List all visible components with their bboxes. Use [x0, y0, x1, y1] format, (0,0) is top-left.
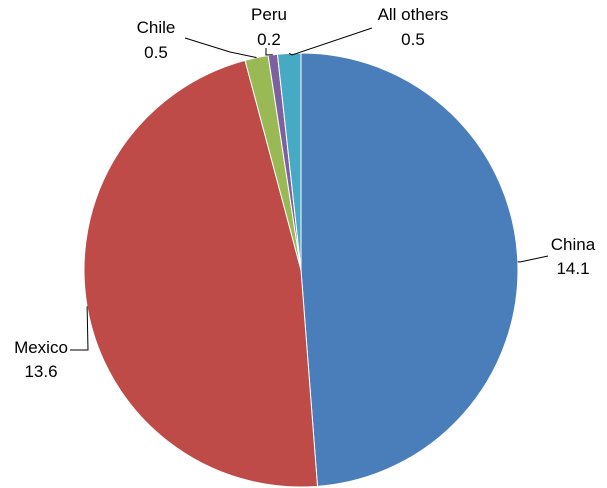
- label-all-others-name: All others: [378, 5, 449, 24]
- label-china-name: China: [551, 235, 596, 254]
- leader-line-mexico: [70, 306, 89, 351]
- label-chile-value: 0.5: [144, 43, 168, 62]
- label-chile-name: Chile: [137, 18, 176, 37]
- label-mexico-value: 13.6: [24, 362, 57, 381]
- label-mexico-name: Mexico: [14, 338, 68, 357]
- label-all-others-value: 0.5: [401, 30, 425, 49]
- slice-mexico: [83, 59, 319, 488]
- label-peru-value: 0.2: [257, 30, 281, 49]
- leader-lines: [70, 27, 549, 351]
- leader-line-chile: [184, 37, 257, 59]
- pie-slices: [83, 52, 519, 488]
- leader-line-all-others: [288, 27, 373, 56]
- slice-china: [300, 52, 519, 487]
- label-peru-name: Peru: [251, 5, 287, 24]
- leader-line-china: [517, 255, 549, 263]
- leader-line-peru: [265, 48, 273, 56]
- label-china-value: 14.1: [556, 259, 589, 278]
